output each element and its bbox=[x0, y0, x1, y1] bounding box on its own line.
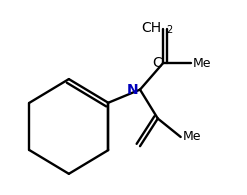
Text: 2: 2 bbox=[167, 25, 173, 35]
Text: C: C bbox=[152, 56, 162, 70]
Text: Me: Me bbox=[183, 130, 201, 144]
Text: CH: CH bbox=[142, 21, 162, 35]
Text: N: N bbox=[127, 83, 139, 97]
Text: Me: Me bbox=[193, 57, 211, 70]
